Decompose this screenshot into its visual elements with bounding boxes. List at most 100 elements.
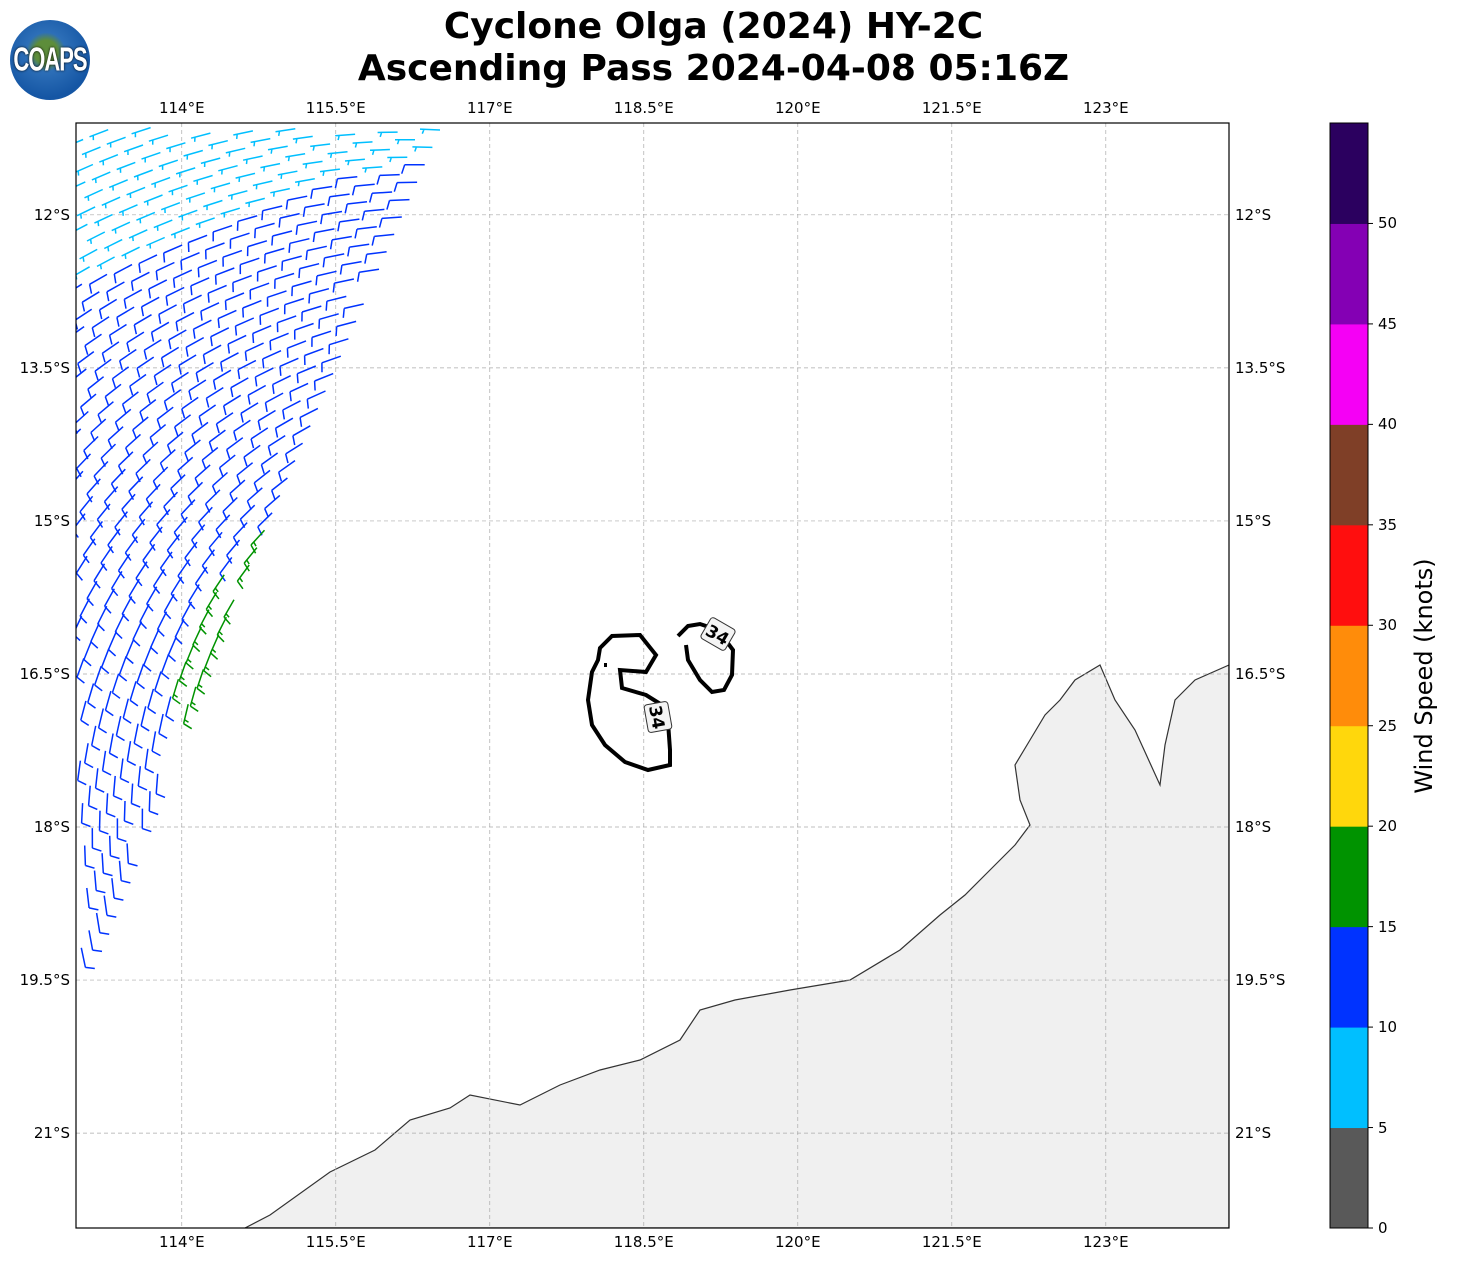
wind-barb — [90, 725, 101, 751]
wind-barb — [310, 185, 333, 199]
wind-barb — [227, 334, 247, 354]
wind-barb-path — [271, 375, 292, 394]
wind-barb-path — [140, 706, 150, 732]
wind-barb — [93, 563, 106, 589]
wind-barb-path — [285, 153, 306, 162]
wind-barb — [310, 143, 331, 151]
wind-barb — [270, 477, 288, 500]
wind-barb-path — [302, 203, 325, 217]
colorbar-segment — [1330, 524, 1368, 626]
wind-barb-path — [111, 366, 130, 388]
axis-tick-label: 16.5°S — [19, 664, 70, 683]
wind-barb — [311, 330, 332, 347]
wind-barb-path — [230, 377, 249, 398]
wind-barb-path — [116, 306, 135, 327]
wind-barb — [93, 870, 106, 894]
wind-barb — [260, 452, 279, 474]
wind-barb — [117, 553, 131, 579]
wind-barb — [100, 443, 117, 467]
wind-barb — [166, 431, 184, 455]
wind-barb — [303, 347, 324, 366]
wind-barb-path — [99, 154, 119, 166]
wind-barb-path — [203, 651, 212, 678]
wind-barb — [344, 158, 365, 166]
wind-barb — [325, 295, 347, 311]
wind-barb — [144, 748, 155, 774]
wind-barb-path — [224, 292, 245, 311]
wind-barb — [104, 383, 122, 406]
wind-barb — [141, 808, 152, 833]
wind-barb — [115, 715, 125, 742]
wind-barb — [246, 240, 268, 257]
wind-barb-path — [246, 487, 263, 510]
wind-barb — [108, 835, 120, 860]
wind-barb-path — [393, 181, 418, 192]
wind-barb-path — [118, 860, 131, 884]
wind-barb-path — [170, 576, 183, 602]
wind-barb — [292, 425, 311, 446]
wind-barb-path — [215, 412, 234, 434]
wind-barb — [140, 706, 150, 732]
wind-barb-path — [254, 367, 274, 387]
wind-barb — [141, 151, 161, 163]
wind-barb-path — [285, 195, 308, 210]
wind-barb-path — [283, 297, 305, 315]
wind-barb-path — [76, 163, 94, 176]
wind-barb-path — [215, 514, 231, 539]
wind-barb — [158, 304, 177, 324]
wind-barb-path — [342, 303, 364, 318]
wind-barb-path — [299, 407, 319, 427]
wind-barb — [138, 254, 158, 273]
wind-barb — [306, 390, 326, 409]
wind-barb-path — [220, 352, 239, 372]
wind-barb-path — [185, 192, 206, 203]
wind-barb-path — [97, 401, 114, 424]
wind-barb — [76, 206, 96, 219]
wind-barb-path — [158, 159, 179, 170]
colorbar-segment — [1330, 123, 1368, 224]
wind-barb-path — [104, 690, 114, 717]
wind-barb-path — [142, 441, 159, 465]
wind-barb-path — [212, 224, 233, 242]
axis-tick-label: 115.5°E — [305, 99, 366, 117]
wind-barb-path — [144, 748, 155, 774]
wind-barb — [214, 267, 235, 285]
wind-barb — [319, 168, 340, 176]
wind-barb-path — [133, 169, 153, 181]
wind-barb-path — [151, 731, 161, 757]
wind-barb-path — [141, 808, 152, 833]
wind-barb — [148, 791, 159, 816]
wind-barb-path — [126, 186, 146, 199]
wind-barb — [327, 150, 348, 159]
wind-barb — [76, 760, 87, 786]
wind-barb — [339, 260, 362, 275]
wind-barb-path — [153, 219, 173, 231]
title-line-1: Cyclone Olga (2024) HY-2C — [443, 6, 984, 47]
wind-barb — [121, 246, 140, 259]
wind-barb-path — [261, 350, 282, 369]
wind-barb-path — [93, 563, 106, 589]
wind-barb-path — [188, 379, 207, 401]
wind-barb-path — [138, 501, 154, 526]
wind-barb-path — [337, 218, 360, 232]
wind-barb — [76, 283, 83, 289]
colorbar-segment — [1330, 223, 1368, 325]
wind-barb — [86, 580, 98, 607]
wind-barb — [275, 128, 296, 137]
wind-barb-path — [98, 810, 109, 835]
wind-barb — [218, 164, 238, 175]
axis-tick-label: 5 — [1378, 1118, 1388, 1137]
wind-barb-path — [86, 478, 101, 503]
wind-barb — [188, 584, 200, 610]
wind-barb — [151, 176, 171, 188]
wind-barbs — [76, 126, 441, 970]
wind-barb — [101, 196, 121, 209]
wind-barb-path — [160, 653, 170, 680]
wind-barb — [125, 433, 142, 457]
wind-barb-path — [76, 658, 85, 684]
wind-barb — [123, 800, 134, 826]
wind-barb-path — [239, 504, 256, 529]
wind-barb-path — [242, 155, 263, 165]
wind-barb-path — [313, 372, 334, 391]
wind-barb-path — [136, 211, 156, 224]
